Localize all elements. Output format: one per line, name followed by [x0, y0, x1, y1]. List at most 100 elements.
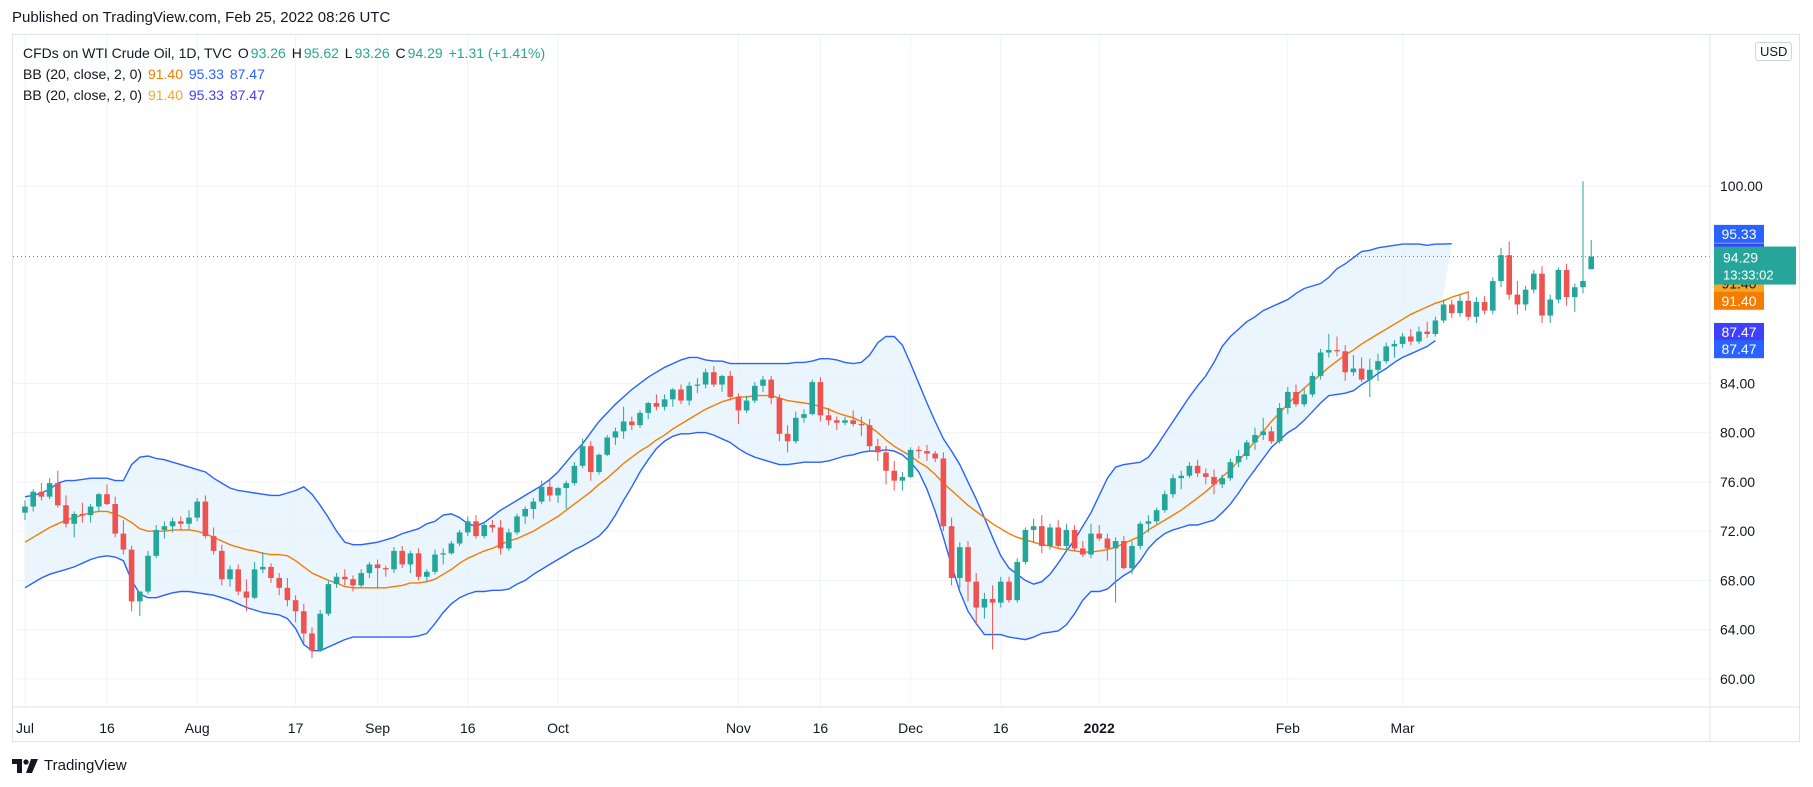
candle	[735, 393, 742, 424]
candle	[96, 492, 102, 512]
candle-body	[1522, 289, 1529, 305]
candle-body	[260, 566, 266, 570]
candle	[1408, 329, 1414, 346]
candle-body	[899, 476, 906, 481]
candle	[866, 419, 873, 452]
candle-body	[87, 506, 94, 516]
candle	[678, 384, 684, 405]
lower-band-tag-2-bg	[1714, 322, 1764, 341]
candle	[358, 569, 364, 588]
candle-body	[178, 521, 184, 524]
candle-body	[333, 576, 340, 585]
y-tick-label: 100.00	[1720, 178, 1763, 194]
candle-body	[1104, 538, 1111, 549]
price-chart[interactable]: 60.00 64.00 68.00 72.00 76.00 80.00 84.00 100.0…	[13, 35, 1799, 741]
y-tick-label: 68.00	[1720, 572, 1755, 588]
candle-body	[1457, 300, 1463, 314]
candle	[579, 438, 586, 469]
candle-body	[1416, 331, 1422, 342]
candle-body	[1268, 431, 1275, 442]
footer-brand-label: TradingView	[44, 757, 127, 774]
candle	[670, 388, 676, 407]
candle	[325, 580, 332, 617]
candle	[899, 472, 906, 491]
candle	[399, 545, 405, 569]
candle-body	[71, 513, 77, 524]
candle	[711, 366, 717, 388]
candle	[932, 451, 938, 463]
candle	[1334, 336, 1340, 357]
candle-body	[424, 571, 430, 577]
candle-body	[809, 382, 815, 415]
legend-bb2-row: BB (20, close, 2, 0) 91.40 95.33 87.47	[23, 87, 267, 103]
y-tick-label: 84.00	[1720, 375, 1755, 391]
candle	[79, 502, 86, 523]
candle-body	[1580, 281, 1586, 288]
candle-body	[1473, 302, 1480, 317]
candle	[153, 525, 159, 559]
candle-body	[202, 501, 209, 537]
candle-body	[145, 555, 151, 592]
candle	[317, 610, 323, 652]
candle-body	[850, 420, 856, 424]
lower-band-tag-2: 87.47	[1714, 322, 1764, 341]
chart-frame[interactable]: 60.00 64.00 68.00 72.00 76.00 80.00 84.00 100.0…	[12, 34, 1800, 742]
candle	[1531, 269, 1537, 294]
candle-body	[965, 547, 971, 582]
candle	[1121, 536, 1127, 570]
candle	[637, 410, 643, 428]
candle-body	[1588, 256, 1594, 270]
candle-body	[46, 483, 53, 497]
candle-body	[161, 526, 168, 530]
candle-body	[309, 633, 315, 651]
candle-body	[1178, 475, 1184, 479]
candle-body	[1514, 294, 1521, 305]
candle-body	[620, 421, 627, 432]
candle	[1071, 525, 1078, 551]
candle	[55, 470, 61, 508]
candle-body	[637, 412, 643, 426]
candles	[22, 181, 1594, 659]
candle	[481, 521, 487, 539]
candle-body	[1071, 529, 1078, 549]
candle	[776, 394, 783, 442]
candle	[1498, 247, 1504, 288]
candle-body	[1375, 361, 1381, 370]
x-tick-label: 17	[288, 720, 304, 736]
candle-body	[670, 389, 676, 400]
candle-body	[1112, 541, 1119, 549]
candle-body	[1055, 527, 1061, 546]
candle-body	[760, 379, 766, 386]
x-tick-label: 2022	[1084, 720, 1115, 736]
candle-body	[1252, 435, 1258, 443]
candle-body	[497, 527, 504, 549]
candle	[612, 427, 619, 445]
candle-body	[1285, 391, 1291, 408]
candle	[251, 561, 258, 599]
candle-body	[686, 385, 692, 401]
candle	[1358, 357, 1365, 383]
candle	[1063, 523, 1070, 551]
legend-bb1-lower: 87.47	[229, 66, 265, 82]
candle	[1268, 426, 1275, 444]
currency-button[interactable]: USD	[1755, 42, 1793, 61]
candle	[1088, 523, 1094, 559]
candle-body	[374, 564, 381, 569]
candle-body	[1235, 456, 1242, 463]
candle-body	[579, 446, 586, 466]
candle	[235, 564, 241, 596]
candle-body	[1481, 302, 1488, 311]
candle-body	[948, 526, 955, 578]
legend-bb2-lower: 87.47	[229, 87, 265, 103]
candle-body	[612, 431, 619, 438]
candle-body	[79, 513, 86, 516]
candle	[801, 409, 807, 423]
legend-symbol: CFDs on WTI Crude Oil, 1D, TVC	[23, 45, 233, 61]
legend-close-value: 94.29	[407, 45, 443, 61]
candle	[432, 549, 438, 575]
candle	[1391, 340, 1398, 358]
candle-body	[489, 525, 496, 528]
last-price-tag-bg	[1714, 246, 1796, 285]
footer-brand[interactable]: TradingView	[12, 757, 127, 774]
bb-lower-line	[24, 340, 1436, 652]
